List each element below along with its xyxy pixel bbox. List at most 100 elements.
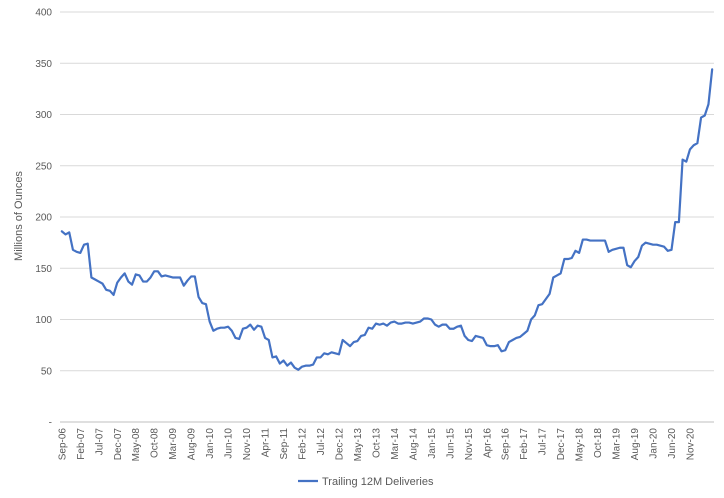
data-point xyxy=(157,270,159,272)
data-point xyxy=(460,324,462,326)
legend-label: Trailing 12M Deliveries xyxy=(322,476,434,488)
data-point xyxy=(604,239,606,241)
x-tick-label: Jun-15 xyxy=(445,428,456,459)
data-point xyxy=(615,248,617,250)
data-point xyxy=(545,298,547,300)
data-point xyxy=(386,324,388,326)
data-point xyxy=(426,317,428,319)
x-tick-label: May-18 xyxy=(575,428,586,462)
data-point xyxy=(692,144,694,146)
x-tick-label: Nov-10 xyxy=(242,428,253,461)
data-point xyxy=(356,340,358,342)
data-point xyxy=(197,296,199,298)
x-tick-label: Jan-15 xyxy=(427,428,438,459)
data-point xyxy=(171,276,173,278)
y-axis-title: Millions of Ounces xyxy=(13,171,25,261)
data-point xyxy=(87,242,89,244)
data-point xyxy=(83,243,85,245)
data-point xyxy=(389,321,391,323)
data-point xyxy=(678,221,680,223)
data-point xyxy=(408,321,410,323)
data-point xyxy=(689,148,691,150)
data-point xyxy=(349,345,351,347)
data-point xyxy=(415,321,417,323)
x-tick-label: Dec-12 xyxy=(334,428,345,461)
data-point xyxy=(486,344,488,346)
data-point xyxy=(378,323,380,325)
data-point xyxy=(253,329,255,331)
data-point xyxy=(497,344,499,346)
data-point xyxy=(404,321,406,323)
x-tick-label: Sep-16 xyxy=(501,428,512,461)
data-point xyxy=(711,68,713,70)
x-tick-label: May-08 xyxy=(131,428,142,462)
data-point xyxy=(667,250,669,252)
data-point xyxy=(116,281,118,283)
data-point xyxy=(434,323,436,325)
data-point xyxy=(441,323,443,325)
data-point xyxy=(504,349,506,351)
data-point xyxy=(223,327,225,329)
data-point xyxy=(271,356,273,358)
legend: Trailing 12M Deliveries xyxy=(298,476,434,488)
data-point xyxy=(220,327,222,329)
data-point xyxy=(327,353,329,355)
data-point xyxy=(242,328,244,330)
data-point xyxy=(286,364,288,366)
data-point xyxy=(186,279,188,281)
data-point xyxy=(707,103,709,105)
x-tick-label: Jul-12 xyxy=(316,428,327,456)
data-point xyxy=(500,350,502,352)
data-point xyxy=(341,339,343,341)
data-point xyxy=(526,330,528,332)
x-tick-label: Oct-13 xyxy=(371,428,382,458)
data-point xyxy=(135,273,137,275)
data-point xyxy=(589,239,591,241)
data-point xyxy=(463,335,465,337)
series-line-trailing-12m-deliveries xyxy=(60,68,714,371)
y-tick-label: 200 xyxy=(35,213,52,224)
data-point xyxy=(489,345,491,347)
data-point xyxy=(190,275,192,277)
data-point xyxy=(700,116,702,118)
data-point xyxy=(90,276,92,278)
data-point xyxy=(582,238,584,240)
data-point xyxy=(397,322,399,324)
data-point xyxy=(630,266,632,268)
data-point xyxy=(637,256,639,258)
data-point xyxy=(264,337,266,339)
x-tick-label: Dec-17 xyxy=(556,428,567,461)
data-point xyxy=(238,338,240,340)
data-point xyxy=(301,365,303,367)
data-point xyxy=(319,356,321,358)
data-point xyxy=(519,336,521,338)
data-point xyxy=(659,245,661,247)
data-point xyxy=(208,320,210,322)
data-point xyxy=(109,290,111,292)
x-tick-label: Apr-11 xyxy=(261,428,272,458)
x-tick-label: Dec-07 xyxy=(113,428,124,461)
data-point xyxy=(231,330,233,332)
data-point xyxy=(293,366,295,368)
data-point xyxy=(153,270,155,272)
data-point xyxy=(478,336,480,338)
y-tick-label: 150 xyxy=(35,264,52,275)
x-tick-label: Jun-20 xyxy=(667,428,678,459)
data-point xyxy=(648,242,650,244)
x-axis-tick-labels: Sep-06 Feb-07 Jul-07 Dec-07 May-08 Oct-08 Mar-… xyxy=(57,428,696,462)
data-point xyxy=(552,276,554,278)
data-point xyxy=(515,337,517,339)
data-point xyxy=(72,249,74,251)
data-point xyxy=(626,264,628,266)
y-tick-label: 50 xyxy=(41,366,53,377)
data-point xyxy=(212,330,214,332)
x-tick-label: Feb-17 xyxy=(519,428,530,460)
data-point xyxy=(216,328,218,330)
data-point xyxy=(183,284,185,286)
data-point xyxy=(227,325,229,327)
data-point xyxy=(94,278,96,280)
x-tick-label: Oct-08 xyxy=(150,428,161,458)
data-point xyxy=(482,337,484,339)
